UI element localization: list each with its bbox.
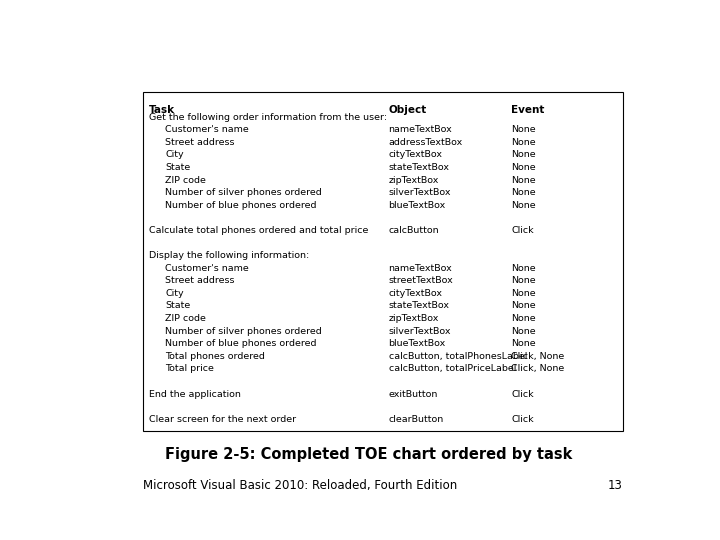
Text: Customer's name: Customer's name xyxy=(166,264,249,273)
Text: None: None xyxy=(511,314,536,323)
Text: zipTextBox: zipTextBox xyxy=(389,314,439,323)
Text: addressTextBox: addressTextBox xyxy=(389,138,463,147)
Text: Click, None: Click, None xyxy=(511,352,564,361)
Text: None: None xyxy=(511,276,536,285)
Text: silverTextBox: silverTextBox xyxy=(389,188,451,197)
Text: Get the following order information from the user:: Get the following order information from… xyxy=(148,113,387,122)
Text: None: None xyxy=(511,289,536,298)
Text: City: City xyxy=(166,289,184,298)
Text: None: None xyxy=(511,188,536,197)
Text: Total phones ordered: Total phones ordered xyxy=(166,352,265,361)
Text: Event: Event xyxy=(511,105,544,115)
Text: silverTextBox: silverTextBox xyxy=(389,327,451,336)
Text: 13: 13 xyxy=(608,478,623,491)
Text: calcButton, totalPhonesLabel: calcButton, totalPhonesLabel xyxy=(389,352,527,361)
Text: None: None xyxy=(511,125,536,134)
Text: ZIP code: ZIP code xyxy=(166,176,206,185)
Text: ZIP code: ZIP code xyxy=(166,314,206,323)
Text: Click: Click xyxy=(511,415,534,424)
Text: streetTextBox: streetTextBox xyxy=(389,276,454,285)
Text: blueTextBox: blueTextBox xyxy=(389,201,446,210)
Text: State: State xyxy=(166,301,191,310)
Text: Click, None: Click, None xyxy=(511,364,564,374)
Text: Total price: Total price xyxy=(166,364,215,374)
Text: zipTextBox: zipTextBox xyxy=(389,176,439,185)
Text: City: City xyxy=(166,150,184,159)
Text: Display the following information:: Display the following information: xyxy=(148,251,309,260)
Text: None: None xyxy=(511,264,536,273)
Text: End the application: End the application xyxy=(148,389,240,399)
Text: Clear screen for the next order: Clear screen for the next order xyxy=(148,415,296,424)
Text: nameTextBox: nameTextBox xyxy=(389,125,452,134)
Text: Click: Click xyxy=(511,226,534,235)
Text: stateTextBox: stateTextBox xyxy=(389,163,449,172)
Text: None: None xyxy=(511,201,536,210)
Text: Microsoft Visual Basic 2010: Reloaded, Fourth Edition: Microsoft Visual Basic 2010: Reloaded, F… xyxy=(143,478,457,491)
Text: Street address: Street address xyxy=(166,138,235,147)
Text: Object: Object xyxy=(389,105,427,115)
Text: exitButton: exitButton xyxy=(389,389,438,399)
FancyBboxPatch shape xyxy=(143,92,623,431)
Text: clearButton: clearButton xyxy=(389,415,444,424)
Text: State: State xyxy=(166,163,191,172)
Text: Number of silver phones ordered: Number of silver phones ordered xyxy=(166,327,322,336)
Text: Calculate total phones ordered and total price: Calculate total phones ordered and total… xyxy=(148,226,368,235)
Text: Number of blue phones ordered: Number of blue phones ordered xyxy=(166,201,317,210)
Text: nameTextBox: nameTextBox xyxy=(389,264,452,273)
Text: None: None xyxy=(511,301,536,310)
Text: Task: Task xyxy=(148,105,175,115)
Text: calcButton: calcButton xyxy=(389,226,439,235)
Text: Click: Click xyxy=(511,389,534,399)
Text: calcButton, totalPriceLabel: calcButton, totalPriceLabel xyxy=(389,364,516,374)
Text: Number of silver phones ordered: Number of silver phones ordered xyxy=(166,188,322,197)
Text: stateTextBox: stateTextBox xyxy=(389,301,449,310)
Text: None: None xyxy=(511,163,536,172)
Text: Customer's name: Customer's name xyxy=(166,125,249,134)
Text: cityTextBox: cityTextBox xyxy=(389,150,443,159)
Text: Figure 2-5: Completed TOE chart ordered by task: Figure 2-5: Completed TOE chart ordered … xyxy=(166,447,572,462)
Text: None: None xyxy=(511,150,536,159)
Text: Number of blue phones ordered: Number of blue phones ordered xyxy=(166,339,317,348)
Text: None: None xyxy=(511,176,536,185)
Text: cityTextBox: cityTextBox xyxy=(389,289,443,298)
Text: None: None xyxy=(511,339,536,348)
Text: None: None xyxy=(511,327,536,336)
Text: Street address: Street address xyxy=(166,276,235,285)
Text: None: None xyxy=(511,138,536,147)
Text: blueTextBox: blueTextBox xyxy=(389,339,446,348)
